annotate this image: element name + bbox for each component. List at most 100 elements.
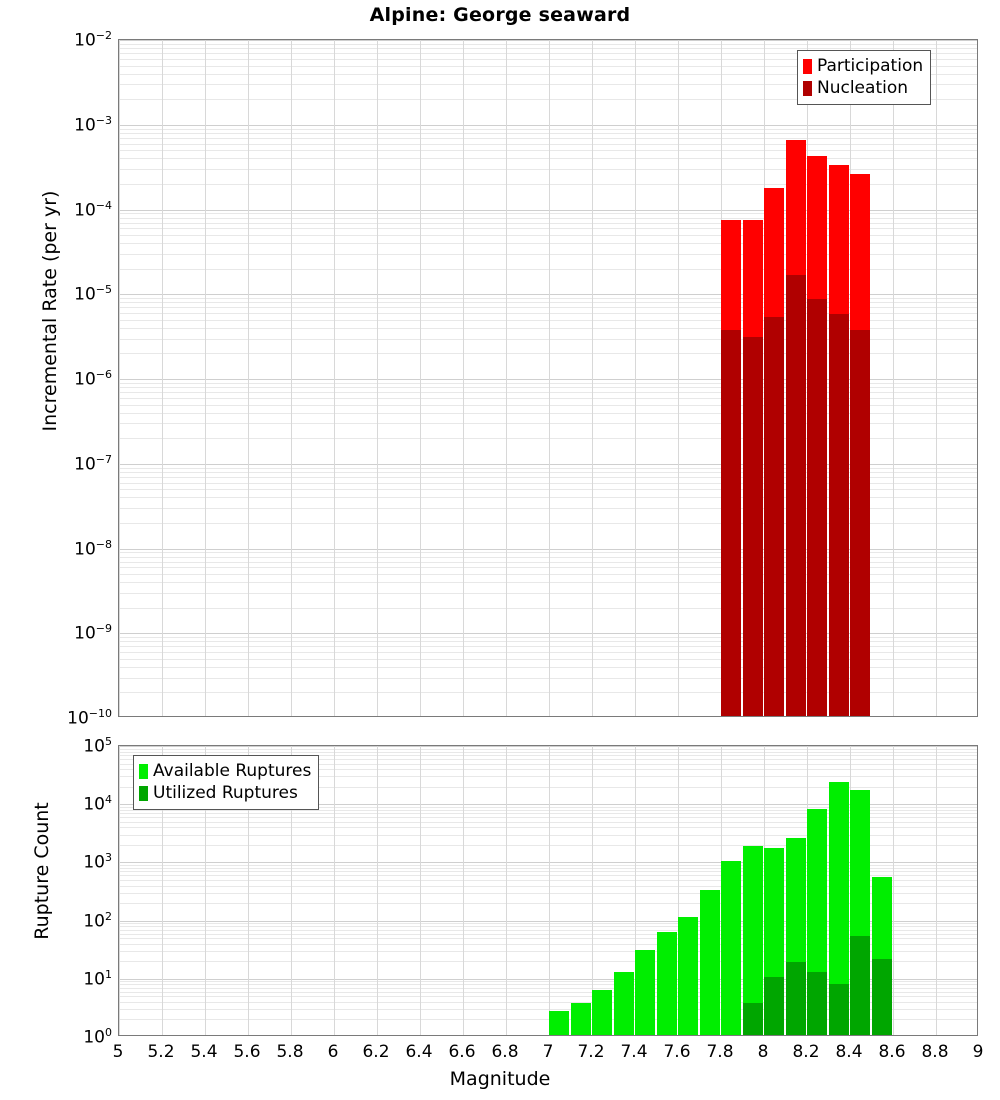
table-row xyxy=(656,932,677,1035)
x-tick-label: 6.2 xyxy=(362,1042,390,1062)
x-tick-label: 8.2 xyxy=(792,1042,820,1062)
gridline-horizontal xyxy=(119,1002,977,1003)
gridline-horizontal xyxy=(119,886,977,887)
legend-item: Nucleation xyxy=(803,77,923,99)
gridline-horizontal xyxy=(119,759,977,760)
y-tick-label: 10−5 xyxy=(74,283,112,305)
y-tick-label: 10−10 xyxy=(67,707,112,729)
top-y-tick-group: 10−2 10−3 10−4 10−5 10−6 10−7 10−8 10−9 10−10 xyxy=(38,0,112,727)
gridline-horizontal xyxy=(119,210,977,211)
legend-label: Utilized Ruptures xyxy=(153,782,298,803)
legend-swatch-icon xyxy=(139,785,148,801)
x-tick-label: 5.2 xyxy=(147,1042,175,1062)
gridline-vertical xyxy=(463,40,464,716)
gridline-horizontal xyxy=(119,862,977,863)
bar-segment-secondary xyxy=(764,976,784,1035)
gridline-horizontal xyxy=(119,294,977,295)
gridline-horizontal xyxy=(119,59,977,60)
y-tick-label: 10−2 xyxy=(74,29,112,51)
table-row xyxy=(785,140,806,716)
bar-segment-secondary xyxy=(850,936,870,1035)
x-tick-label: 6 xyxy=(327,1042,339,1062)
table-row xyxy=(807,809,827,1035)
gridline-horizontal xyxy=(119,979,977,980)
gridline-horizontal xyxy=(119,845,977,846)
table-row xyxy=(699,890,720,1035)
gridline-horizontal xyxy=(119,659,977,660)
y-tick-label: 101 xyxy=(83,967,112,990)
gridline-horizontal xyxy=(119,464,977,465)
gridline-horizontal xyxy=(119,387,977,388)
bar-segment-secondary xyxy=(828,984,849,1035)
y-tick-label: 10−9 xyxy=(74,622,112,644)
gridline-horizontal xyxy=(119,787,977,788)
top-legend: Participation Nucleation xyxy=(797,50,932,105)
gridline-horizontal xyxy=(119,938,977,939)
gridline-vertical xyxy=(635,746,636,1035)
bar-segment-primary xyxy=(828,782,849,1035)
gridline-horizontal xyxy=(119,483,977,484)
gridline-horizontal xyxy=(119,379,977,380)
gridline-horizontal xyxy=(119,468,977,469)
legend-swatch-icon xyxy=(803,80,812,96)
gridline-horizontal xyxy=(119,523,977,524)
table-row xyxy=(613,972,634,1035)
y-tick-label: 10−8 xyxy=(74,537,112,560)
y-tick-label: 10−6 xyxy=(74,368,112,390)
x-tick-label: 6.8 xyxy=(491,1042,519,1062)
legend-label: Nucleation xyxy=(817,77,909,98)
gridline-horizontal xyxy=(119,678,977,679)
gridline-horizontal xyxy=(119,169,977,170)
table-row xyxy=(850,789,870,1035)
table-row xyxy=(828,164,849,716)
gridline-horizontal xyxy=(119,996,977,997)
gridline-vertical xyxy=(377,40,378,716)
gridline-horizontal xyxy=(119,438,977,439)
gridline-horizontal xyxy=(119,313,977,314)
gridline-vertical xyxy=(248,746,249,1035)
page-title: Alpine: George seaward xyxy=(369,4,631,26)
x-tick-label: 9 xyxy=(972,1042,984,1062)
gridline-horizontal xyxy=(119,213,977,214)
x-tick-label: 7 xyxy=(542,1042,554,1062)
x-tick-label: 6.4 xyxy=(405,1042,433,1062)
bar-segment-primary xyxy=(592,989,612,1035)
bar-segment-primary xyxy=(721,860,741,1035)
gridline-horizontal xyxy=(119,477,977,478)
gridline-horizontal xyxy=(119,302,977,303)
gridline-horizontal xyxy=(119,129,977,130)
legend-swatch-icon xyxy=(139,763,148,779)
gridline-horizontal xyxy=(119,921,977,922)
gridline-horizontal xyxy=(119,1009,977,1010)
bar-segment-secondary xyxy=(721,329,741,716)
gridline-vertical xyxy=(635,40,636,716)
table-row xyxy=(742,219,763,716)
gridline-horizontal xyxy=(119,144,977,145)
gridline-horizontal xyxy=(119,228,977,229)
gridline-vertical xyxy=(334,40,335,716)
gridline-horizontal xyxy=(119,254,977,255)
gridline-horizontal xyxy=(119,752,977,753)
gridline-horizontal xyxy=(119,923,977,924)
incremental-rate-plot xyxy=(118,39,978,717)
bar-segment-secondary xyxy=(807,972,827,1035)
table-row xyxy=(807,155,827,716)
gridline-vertical xyxy=(162,746,163,1035)
gridline-vertical xyxy=(506,40,507,716)
gridline-horizontal xyxy=(119,223,977,224)
gridline-horizontal xyxy=(119,868,977,869)
gridline-horizontal xyxy=(119,423,977,424)
gridline-horizontal xyxy=(119,1019,977,1020)
table-row xyxy=(678,917,698,1035)
gridline-horizontal xyxy=(119,269,977,270)
bar-segment-secondary xyxy=(742,336,763,716)
gridline-horizontal xyxy=(119,930,977,931)
gridline-horizontal xyxy=(119,652,977,653)
table-row xyxy=(742,845,763,1035)
table-row xyxy=(721,219,741,716)
y-tick-label: 10−4 xyxy=(74,198,112,221)
bar-segment-secondary xyxy=(742,1003,763,1035)
x-tick-label: 5.6 xyxy=(233,1042,261,1062)
gridline-horizontal xyxy=(119,320,977,321)
gridline-vertical xyxy=(678,746,679,1035)
